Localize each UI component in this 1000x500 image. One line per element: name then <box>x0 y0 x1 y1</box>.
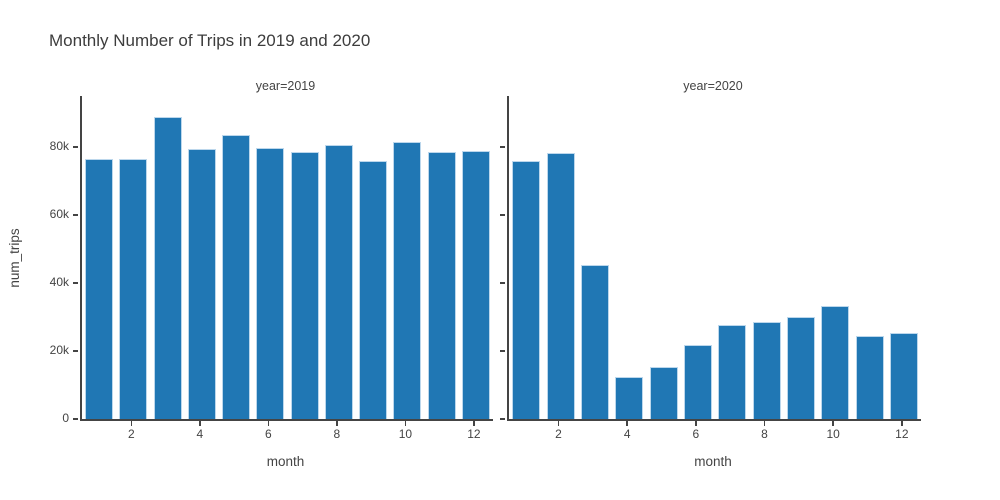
x-tick-label: 10 <box>398 427 413 441</box>
bar-year=2019-month-10[interactable] <box>393 141 422 419</box>
bar-year=2019-month-7[interactable] <box>290 152 319 419</box>
x-tick-label: 8 <box>761 427 768 441</box>
y-tick-mark <box>73 146 78 148</box>
x-tick-mark <box>199 421 201 426</box>
bar-year=2019-month-2[interactable] <box>119 158 148 419</box>
bar-year=2019-month-9[interactable] <box>359 161 388 419</box>
y-tick-mark <box>500 418 505 420</box>
bar-year=2020-month-7[interactable] <box>718 324 747 419</box>
x-tick-mark <box>695 421 697 426</box>
subplot-year-2020 <box>507 96 921 421</box>
x-tick-mark <box>832 421 834 426</box>
bar-year=2020-month-6[interactable] <box>683 344 712 419</box>
x-axis-title-2020: month <box>694 454 732 469</box>
bar-year=2020-month-1[interactable] <box>512 160 541 419</box>
bar-year=2020-month-11[interactable] <box>855 336 884 419</box>
x-tick-mark <box>473 421 475 426</box>
y-tick-mark <box>500 214 505 216</box>
bar-year=2019-month-5[interactable] <box>222 134 251 419</box>
x-tick-mark <box>404 421 407 426</box>
x-tick-label: 6 <box>265 427 272 441</box>
x-tick-mark <box>626 421 628 426</box>
y-tick-mark <box>500 146 505 148</box>
x-axis-title-2019: month <box>266 454 305 469</box>
x-tick-label: 12 <box>895 427 909 441</box>
facet-title-year-2020: year=2020 <box>683 79 743 93</box>
bar-year=2020-month-5[interactable] <box>649 366 678 419</box>
y-axis-title: num_trips <box>7 228 22 288</box>
y-tick-mark <box>500 282 505 284</box>
bar-year=2019-month-11[interactable] <box>427 151 456 419</box>
x-tick-label: 4 <box>623 427 631 441</box>
bar-year=2020-month-4[interactable] <box>615 377 644 419</box>
x-tick-label: 6 <box>692 427 700 441</box>
bar-year=2019-month-8[interactable] <box>324 145 353 419</box>
bar-year=2020-month-3[interactable] <box>580 265 609 419</box>
x-tick-label: 8 <box>333 427 341 441</box>
bar-year=2019-month-6[interactable] <box>256 147 285 419</box>
facet-title-year-2019: year=2019 <box>255 79 316 93</box>
y-tick-label: 0 <box>62 411 69 425</box>
bar-year=2019-month-3[interactable] <box>153 116 182 419</box>
x-tick-label: 2 <box>555 427 562 441</box>
x-tick-label: 10 <box>826 427 840 441</box>
x-tick-mark <box>267 421 270 426</box>
bar-year=2019-month-4[interactable] <box>187 149 216 419</box>
x-tick-label: 12 <box>467 427 481 441</box>
x-tick-mark <box>130 421 133 426</box>
bar-year=2020-month-10[interactable] <box>821 306 850 419</box>
bar-year=2020-month-2[interactable] <box>546 152 575 419</box>
bar-year=2020-month-8[interactable] <box>752 321 781 419</box>
x-tick-mark <box>901 421 903 426</box>
y-tick-label: 20k <box>49 343 69 357</box>
bar-year=2019-month-12[interactable] <box>461 150 490 419</box>
y-tick-mark <box>73 282 78 284</box>
y-tick-mark <box>500 350 505 352</box>
y-tick-mark <box>73 350 78 352</box>
y-tick-label: 40k <box>49 275 69 289</box>
bar-year=2020-month-12[interactable] <box>889 333 918 419</box>
y-tick-mark <box>73 214 78 216</box>
y-tick-mark <box>73 418 78 420</box>
y-tick-label: 60k <box>49 207 69 221</box>
x-tick-label: 2 <box>128 427 135 441</box>
subplot-year-2019 <box>80 96 493 421</box>
x-tick-mark <box>336 421 338 426</box>
chart-title: Monthly Number of Trips in 2019 and 2020 <box>49 31 371 50</box>
x-tick-mark <box>763 421 766 426</box>
x-tick-mark <box>557 421 560 426</box>
y-tick-label: 80k <box>49 139 69 153</box>
bar-year=2020-month-9[interactable] <box>786 317 815 419</box>
bar-year=2019-month-1[interactable] <box>85 158 114 419</box>
x-tick-label: 4 <box>196 427 204 441</box>
